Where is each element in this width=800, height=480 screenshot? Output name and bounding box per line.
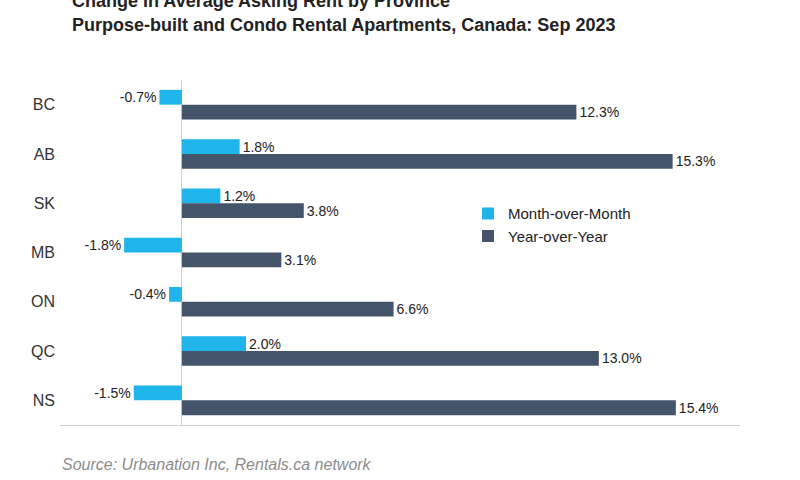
svg-text:-1.5%: -1.5%	[94, 385, 131, 401]
svg-text:15.4%: 15.4%	[679, 400, 719, 416]
svg-text:MB: MB	[31, 244, 55, 261]
svg-text:3.8%: 3.8%	[307, 203, 339, 219]
svg-text:12.3%: 12.3%	[579, 104, 619, 120]
svg-text:AB: AB	[34, 146, 55, 163]
svg-text:-0.4%: -0.4%	[129, 286, 166, 302]
svg-text:Year-over-Year: Year-over-Year	[508, 228, 608, 245]
svg-text:-0.7%: -0.7%	[120, 89, 157, 105]
svg-text:BC: BC	[33, 96, 55, 113]
svg-text:Month-over-Month: Month-over-Month	[508, 205, 631, 222]
svg-text:QC: QC	[31, 343, 55, 360]
svg-text:15.3%: 15.3%	[676, 153, 716, 169]
svg-text:ON: ON	[31, 293, 55, 310]
svg-text:NS: NS	[33, 392, 55, 409]
svg-text:SK: SK	[34, 195, 56, 212]
svg-text:Change in Average Asking Rent: Change in Average Asking Rent by Provinc…	[72, 0, 615, 35]
svg-text:1.8%: 1.8%	[243, 139, 275, 155]
svg-text:Source: Urbanation Inc, Rental: Source: Urbanation Inc, Rentals.ca netwo…	[62, 456, 372, 473]
svg-text:2.0%: 2.0%	[249, 336, 281, 352]
svg-text:1.2%: 1.2%	[223, 188, 255, 204]
svg-text:13.0%: 13.0%	[602, 350, 642, 366]
svg-text:3.1%: 3.1%	[284, 252, 316, 268]
svg-text:-1.8%: -1.8%	[85, 237, 122, 253]
svg-text:6.6%: 6.6%	[397, 301, 429, 317]
